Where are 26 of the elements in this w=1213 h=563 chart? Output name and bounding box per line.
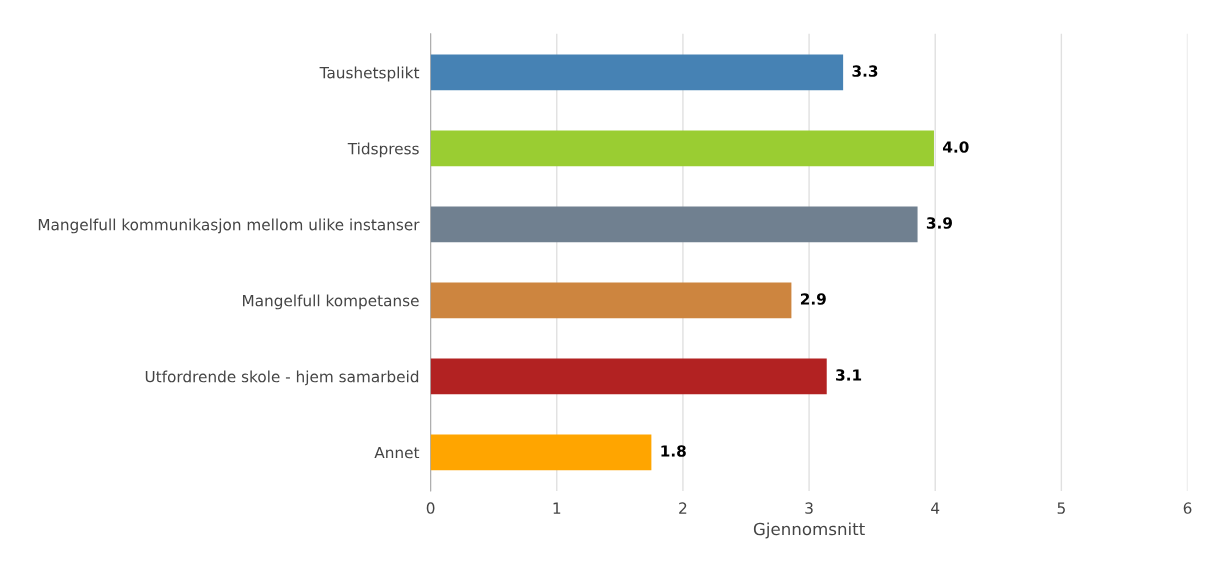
y-tick-label: Tidspress bbox=[347, 142, 419, 158]
y-tick-label: Utfordrende skole - hjem samarbeid bbox=[145, 370, 419, 386]
x-tick-label: 6 bbox=[1183, 502, 1192, 514]
x-tick-label: 2 bbox=[679, 502, 687, 514]
x-axis-title: Gjennomsnitt bbox=[753, 522, 865, 539]
bar bbox=[430, 358, 827, 395]
x-tick-label: 3 bbox=[805, 502, 813, 514]
bar bbox=[430, 434, 652, 471]
y-tick-label: Taushetsplikt bbox=[319, 66, 420, 82]
bar bbox=[430, 54, 844, 91]
y-tick-label: Mangelfull kompetanse bbox=[243, 294, 419, 310]
x-tick-label: 4 bbox=[931, 502, 940, 514]
bar bbox=[430, 206, 918, 243]
data-label: 3.1 bbox=[836, 369, 862, 381]
x-tick-label: 1 bbox=[553, 502, 561, 514]
x-tick-label: 5 bbox=[1057, 502, 1065, 514]
data-label: 2.9 bbox=[800, 293, 826, 305]
x-tick-label: 0 bbox=[426, 502, 435, 514]
y-tick-label: Annet bbox=[374, 446, 420, 459]
bar bbox=[430, 282, 792, 319]
data-label: 3.9 bbox=[926, 217, 952, 229]
bar bbox=[430, 130, 934, 167]
data-label: 3.3 bbox=[852, 65, 878, 77]
data-label: 1.8 bbox=[661, 445, 686, 457]
data-label: 4.0 bbox=[942, 141, 969, 153]
y-tick-label: Mangelfull kommunikasjon mellom ulike instanser bbox=[38, 218, 420, 234]
